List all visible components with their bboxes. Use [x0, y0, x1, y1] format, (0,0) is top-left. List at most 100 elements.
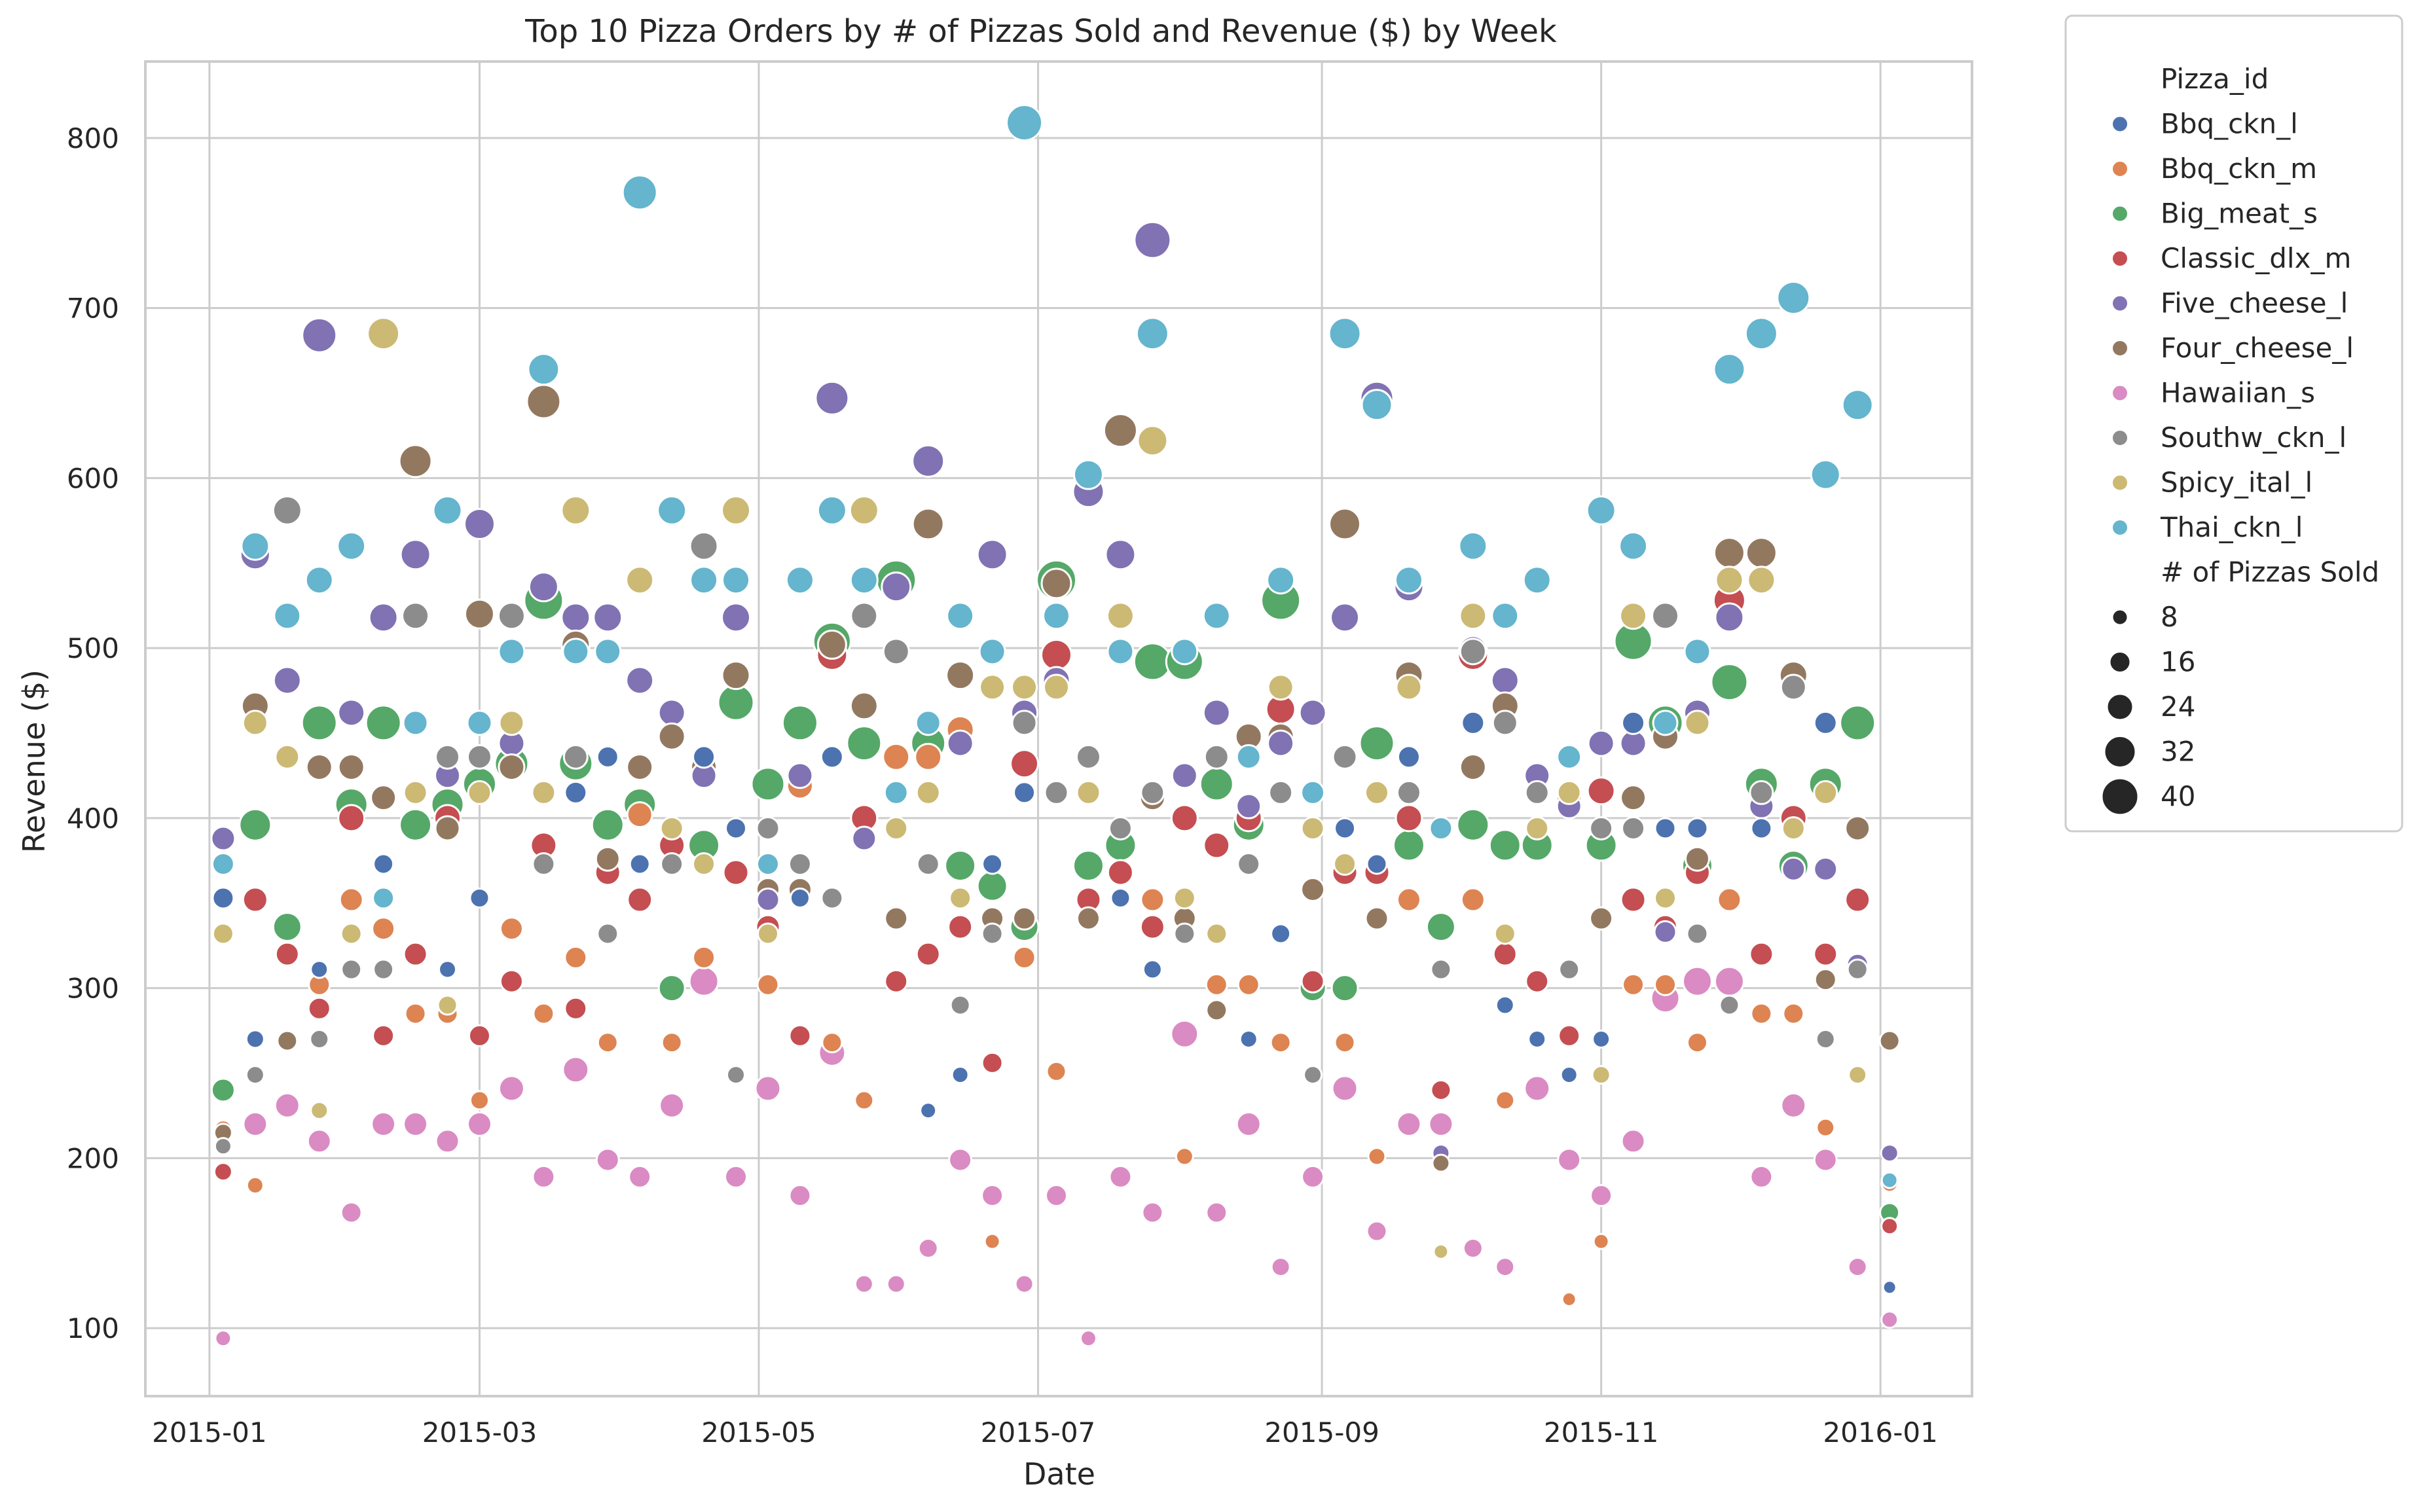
- data-point: [340, 1201, 363, 1224]
- data-point: [983, 1233, 1001, 1250]
- data-point: [1747, 566, 1776, 595]
- data-point: [1814, 968, 1837, 992]
- data-point: [1199, 766, 1234, 802]
- data-point: [399, 539, 431, 571]
- data-point: [659, 816, 684, 840]
- data-point: [531, 780, 557, 805]
- data-point: [1848, 1065, 1868, 1085]
- data-point: [1328, 507, 1362, 541]
- data-point: [1171, 762, 1198, 789]
- data-point: [1844, 886, 1871, 913]
- data-point: [949, 886, 972, 910]
- data-point: [1686, 817, 1709, 840]
- data-point: [1713, 965, 1745, 997]
- data-point: [404, 1002, 427, 1025]
- data-point: [788, 1024, 812, 1047]
- legend-marker: [2111, 519, 2128, 536]
- data-point: [657, 698, 686, 727]
- data-point: [1364, 780, 1389, 805]
- data-point: [1268, 780, 1294, 805]
- data-point: [1815, 1029, 1836, 1050]
- x-axis-label: Date: [1023, 1456, 1095, 1492]
- legend-size-marker: [2106, 693, 2134, 721]
- data-point: [1686, 922, 1709, 945]
- data-point: [1620, 886, 1647, 913]
- data-point: [951, 1066, 970, 1085]
- data-point: [432, 495, 463, 526]
- legend-size-entry: 40: [2161, 780, 2195, 812]
- legend-hue-title: Pizza_id: [2161, 63, 2269, 95]
- legend-marker: [2111, 340, 2128, 357]
- legend-size-entry: 24: [2161, 691, 2195, 723]
- data-point: [1366, 853, 1388, 875]
- y-tick-label: 200: [67, 1142, 119, 1174]
- data-point: [213, 1137, 232, 1156]
- data-point: [372, 886, 395, 910]
- data-point: [403, 1111, 429, 1137]
- data-point: [1270, 923, 1292, 945]
- data-point: [1745, 537, 1778, 569]
- data-point: [1173, 922, 1196, 945]
- data-point: [1133, 221, 1172, 259]
- data-point: [1012, 945, 1036, 969]
- data-point: [532, 1164, 556, 1189]
- data-point: [981, 1184, 1004, 1208]
- data-point: [401, 602, 430, 630]
- data-point: [1014, 1274, 1034, 1294]
- data-point: [726, 1065, 746, 1085]
- data-point: [1135, 317, 1169, 351]
- data-point: [979, 674, 1006, 701]
- data-point: [305, 753, 333, 781]
- data-point: [273, 602, 302, 630]
- data-point: [1589, 816, 1614, 840]
- data-point: [370, 784, 397, 812]
- data-point: [1524, 1075, 1551, 1102]
- data-point: [367, 317, 401, 351]
- x-tick-label: 2016-01: [1823, 1416, 1938, 1449]
- data-point: [1367, 1147, 1387, 1166]
- data-point: [434, 815, 461, 842]
- data-point: [849, 566, 879, 595]
- data-point: [625, 566, 655, 595]
- data-point: [816, 495, 847, 526]
- data-point: [1813, 1147, 1838, 1172]
- data-point: [1813, 780, 1838, 805]
- data-point: [337, 804, 366, 833]
- data-point: [976, 539, 1008, 571]
- data-point: [1205, 999, 1228, 1022]
- data-point: [788, 1184, 812, 1208]
- data-point: [1459, 753, 1487, 781]
- data-point: [1456, 808, 1490, 842]
- data-point: [721, 660, 751, 691]
- data-point: [1203, 831, 1231, 859]
- legend-marker: [2111, 429, 2128, 446]
- data-point: [849, 691, 879, 721]
- data-point: [1586, 776, 1616, 806]
- data-point: [276, 1030, 299, 1052]
- data-point: [816, 629, 847, 660]
- data-point: [1072, 459, 1104, 490]
- data-point: [1458, 531, 1488, 561]
- data-point: [750, 766, 786, 802]
- data-point: [1142, 959, 1163, 980]
- data-point: [1459, 638, 1487, 666]
- data-point: [211, 922, 234, 945]
- data-point: [1006, 104, 1044, 142]
- data-point: [1717, 887, 1742, 912]
- data-point: [1040, 567, 1072, 600]
- data-point: [949, 994, 971, 1016]
- data-point: [1141, 1201, 1164, 1224]
- data-point: [788, 852, 812, 876]
- data-point: [403, 780, 428, 805]
- data-point: [1813, 941, 1838, 967]
- data-point: [1202, 602, 1231, 630]
- data-point: [594, 846, 621, 872]
- data-point: [1719, 994, 1740, 1016]
- legend-entry: Thai_ckn_l: [2160, 511, 2303, 543]
- data-point: [373, 853, 395, 875]
- data-point: [884, 816, 909, 840]
- data-point: [1654, 886, 1677, 910]
- data-point: [1394, 566, 1423, 595]
- data-point: [272, 912, 302, 943]
- data-point: [820, 745, 844, 769]
